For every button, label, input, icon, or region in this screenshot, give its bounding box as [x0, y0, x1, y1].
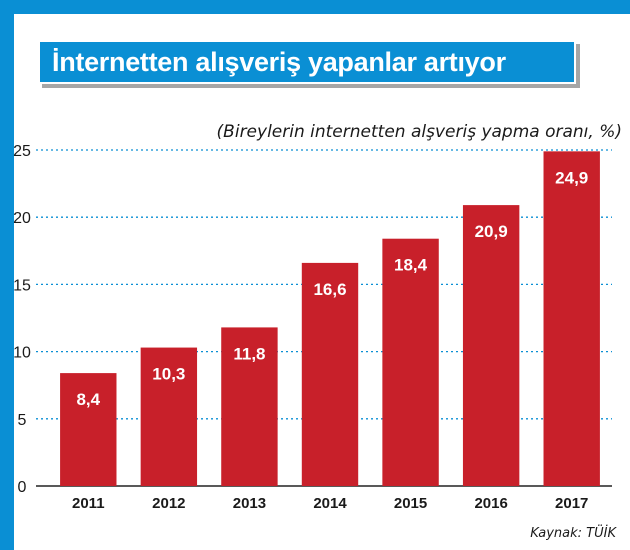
value-label: 16,6: [313, 280, 346, 299]
x-tick-label: 2015: [394, 495, 427, 512]
title-bar: İnternetten alışveriş yapanlar artıyor: [38, 40, 576, 84]
value-label: 24,9: [555, 168, 588, 187]
bar: [543, 151, 600, 486]
y-axis-ticks: 0 5 10 15 20 25: [13, 143, 31, 496]
y-tick-label: 10: [13, 345, 31, 362]
bar: [462, 205, 520, 486]
x-tick-label: 2017: [555, 495, 588, 512]
y-tick-label: 0: [18, 479, 27, 496]
x-axis-ticks: 2011 2012 2013 2014 2015 2016 2017: [72, 495, 588, 512]
y-tick-label: 15: [13, 277, 31, 294]
bar: [60, 373, 117, 486]
x-tick-label: 2012: [152, 495, 185, 512]
y-tick-label: 20: [13, 210, 31, 227]
value-label: 11,8: [233, 344, 265, 363]
bar: [221, 327, 278, 486]
value-label: 20,9: [475, 222, 508, 241]
chart-subtitle: (Bireylerin internetten alşveriş yapma o…: [217, 122, 622, 142]
x-tick-label: 2014: [313, 495, 347, 512]
value-labels: 8,4 10,3 11,8 16,6 18,4 20,9 24,9: [76, 168, 588, 409]
value-label: 8,4: [76, 390, 100, 409]
source-note: Kaynak: TÜİK: [530, 524, 617, 541]
value-label: 18,4: [394, 256, 428, 275]
x-tick-label: 2016: [474, 495, 507, 512]
value-label: 10,3: [152, 365, 185, 384]
x-tick-label: 2013: [233, 495, 266, 512]
bars: [60, 151, 600, 486]
bar: [140, 347, 198, 486]
bar: [382, 238, 439, 486]
y-tick-label: 5: [18, 412, 27, 429]
y-tick-label: 25: [13, 143, 31, 160]
bar: [301, 262, 359, 486]
x-tick-label: 2011: [72, 495, 105, 512]
chart-title: İnternetten alışveriş yapanlar artıyor: [52, 46, 506, 77]
